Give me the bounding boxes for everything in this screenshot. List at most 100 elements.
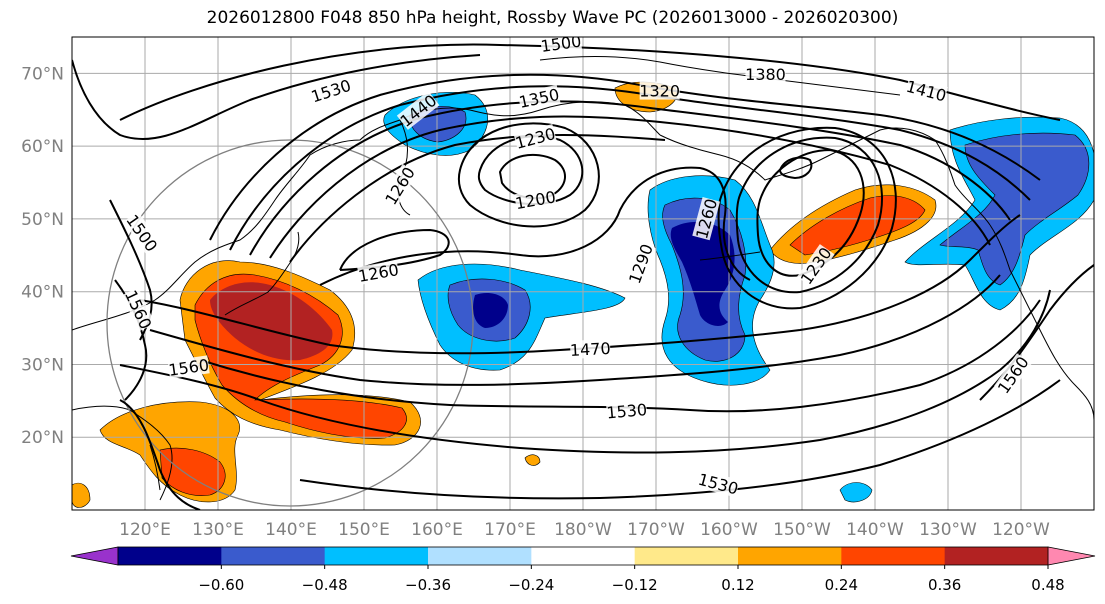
- colorbar-tick-label: 0.36: [928, 576, 961, 594]
- colorbar-frame: [117, 546, 1049, 566]
- contour-label-bg: [796, 244, 835, 288]
- contour-aleutian-low-3: [717, 126, 897, 310]
- colorbar-segment: [634, 547, 739, 565]
- contour-label-text: 1500: [540, 32, 583, 56]
- colorbar-segment: [531, 547, 636, 565]
- longitude-labels: 120°E 130°E 140°E 150°E 160°E 170°E 180°W 170°W…: [119, 520, 1050, 540]
- latitude-label: 60°N: [21, 137, 64, 157]
- contour-label-bg: [692, 197, 721, 241]
- contour-1500-mid: [149, 274, 1001, 386]
- latitude-label: 30°N: [21, 355, 64, 375]
- contour-label: 1530: [606, 400, 648, 422]
- colorbar-tick-label: −0.36: [405, 576, 451, 594]
- positive-anomaly-south-core: [159, 447, 226, 496]
- contour-1530-north: [72, 54, 481, 140]
- colorbar-segment: [738, 547, 842, 565]
- contour-aleutian-low-2: [735, 136, 883, 294]
- contour-label-bg: [696, 469, 740, 498]
- contour-label-text: 1530: [606, 400, 648, 422]
- colorbar-segment: [221, 547, 326, 565]
- contour-low-west: [119, 399, 201, 510]
- contour-label-bg: [513, 124, 557, 152]
- contour-1380: [249, 100, 1011, 256]
- colorbar-extend-low: [70, 546, 119, 566]
- contour-aleutian-inner: [778, 156, 813, 180]
- contour-label-bg: [514, 187, 557, 213]
- longitude-label: 160°E: [411, 520, 463, 540]
- colorbar-segment: [324, 547, 429, 565]
- colorbar-segment: [841, 547, 946, 565]
- contour-1470: [139, 214, 1021, 355]
- latitude-labels: 70°N 60°N 50°N 40°N 30°N 20°N: [21, 64, 64, 448]
- contour-label: 1320: [639, 81, 680, 101]
- negative-anomaly-canada-core: [939, 132, 1090, 286]
- map-frame: [71, 36, 1095, 511]
- contour-low-1260: [457, 122, 600, 228]
- contour-label-text: 1320: [639, 82, 680, 101]
- colorbar-tick-label: −0.48: [302, 576, 348, 594]
- contour-label-bg: [309, 75, 353, 106]
- longitude-label: 120°W: [992, 520, 1050, 540]
- map-title: 2026012800 F048 850 hPa height, Rossby W…: [206, 8, 899, 28]
- contour-1560-mid: [119, 289, 1051, 454]
- contour-1290: [319, 166, 751, 286]
- coastline-north-america: [989, 224, 1094, 421]
- colorbar-segment: [944, 547, 1049, 565]
- latitude-label: 70°N: [21, 64, 64, 84]
- coastline-alaska: [659, 127, 991, 226]
- contour-label-bg: [625, 241, 656, 286]
- longitude-label: 170°E: [484, 520, 536, 540]
- latitude-label: 40°N: [21, 283, 64, 303]
- contour-label-bg: [904, 76, 949, 105]
- contour-label-bg: [357, 260, 400, 285]
- longitude-label: 160°W: [700, 520, 758, 540]
- colorbar-tick-label: −0.24: [508, 576, 554, 594]
- positive-anomaly-japan-max: [210, 282, 333, 361]
- longitude-label: 180°W: [554, 520, 612, 540]
- coastline-china-south: [72, 405, 173, 501]
- contour-1320: [289, 134, 666, 263]
- colorbar-tick-label: 0.12: [721, 576, 754, 594]
- contour-label: 1470: [569, 339, 611, 360]
- colorbar: −0.60 −0.48 −0.36 −0.24 −0.12 0.12 0.24 0.36 0.4…: [70, 546, 1096, 594]
- coastline-philippines: [149, 444, 161, 491]
- reference-circle: [106, 139, 474, 507]
- longitude-label: 170°W: [627, 520, 685, 540]
- contour-label-text: 1380: [745, 65, 786, 84]
- negative-anomaly-hawaii: [839, 482, 873, 503]
- coastline-japan: [224, 231, 300, 316]
- contour-label-bg: [396, 91, 440, 130]
- contour-1500-north: [119, 43, 1061, 121]
- contour-label-bg: [167, 355, 210, 379]
- coastlines: [72, 55, 1094, 501]
- positive-anomaly-small-2: [72, 482, 91, 508]
- contour-1440: [209, 73, 1041, 241]
- colorbar-segment: [118, 547, 222, 565]
- colorbar-tick-label: −0.60: [198, 576, 244, 594]
- colorbar-segment: [428, 547, 532, 565]
- longitude-label: 130°E: [192, 520, 244, 540]
- longitude-label: 140°E: [265, 520, 317, 540]
- longitude-label: 140°W: [846, 520, 904, 540]
- contour-label-bg: [994, 353, 1032, 397]
- contour-1530-mid: [199, 299, 1041, 413]
- contour-aleutian-low-1: [756, 148, 865, 277]
- contour-label-bg: [606, 400, 648, 422]
- negative-anomaly-central-max: [473, 293, 508, 328]
- contour-label-bg: [639, 81, 680, 100]
- colorbar-tick-label: 0.48: [1031, 576, 1064, 594]
- contour-label-bg: [381, 163, 418, 208]
- coastline-arctic: [539, 55, 901, 96]
- coastline-asia: [72, 101, 661, 331]
- colorbar-tick-label: −0.12: [612, 576, 658, 594]
- colorbar-extend-high: [1047, 546, 1096, 566]
- longitude-label: 120°E: [119, 520, 171, 540]
- longitude-label: 150°E: [338, 520, 390, 540]
- contour-label-bg: [569, 338, 611, 359]
- contour-label-bg: [745, 64, 786, 83]
- coastline-aleutians: [699, 251, 761, 261]
- longitude-label: 130°W: [919, 520, 977, 540]
- longitude-label: 150°W: [773, 520, 831, 540]
- contour-1350: [269, 115, 991, 259]
